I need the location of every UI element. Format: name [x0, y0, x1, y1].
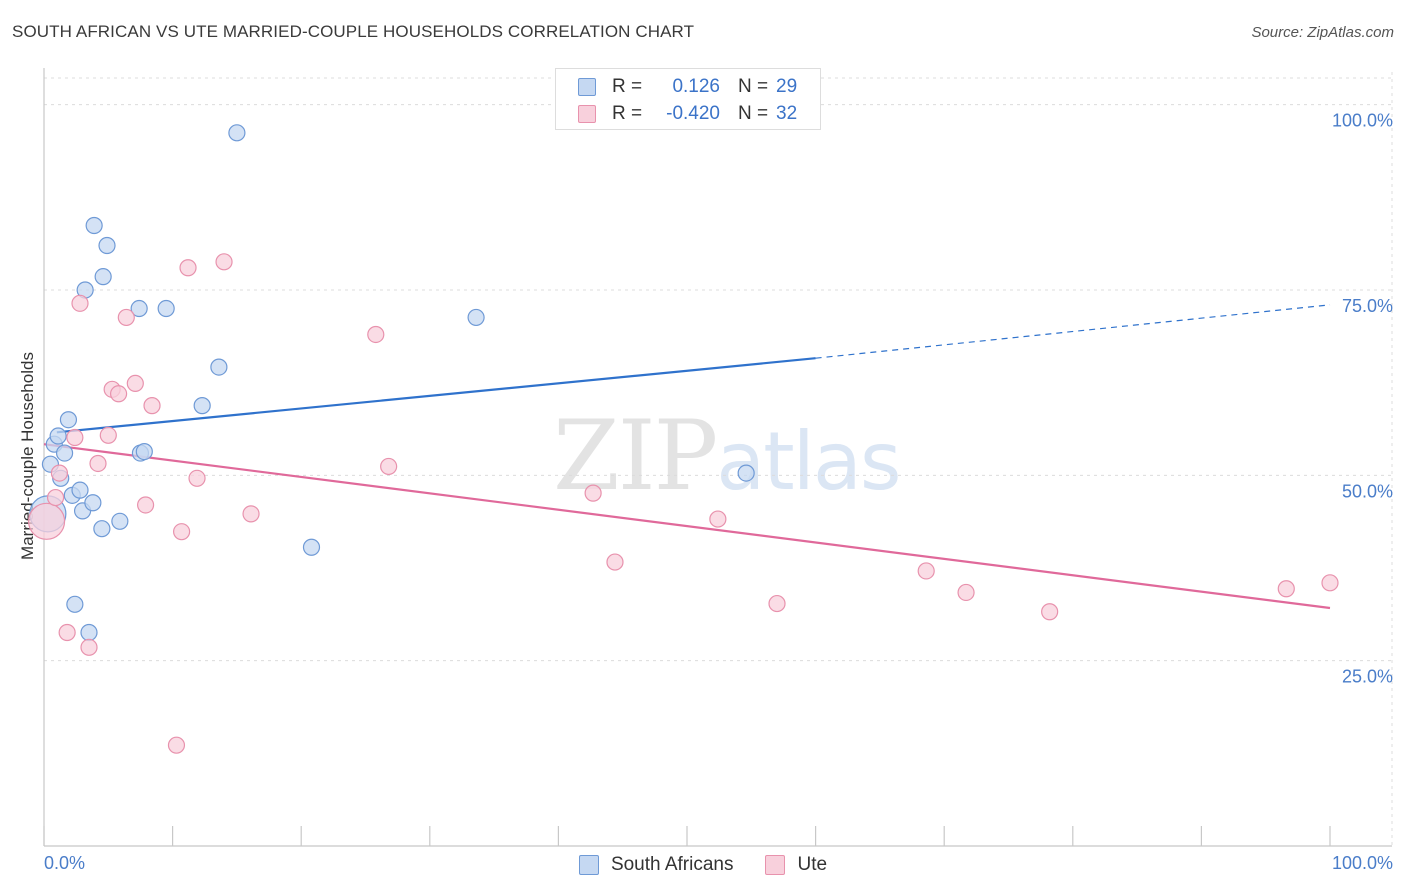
- data-point-south-africans: [49, 427, 67, 445]
- data-point-south-africans: [80, 623, 98, 642]
- data-point-ute: [188, 469, 206, 487]
- series-legend: South Africans Ute: [0, 852, 1406, 878]
- legend-n-value: 32: [776, 103, 798, 124]
- data-point-ute: [46, 488, 65, 507]
- legend-item-ute[interactable]: Ute: [765, 854, 827, 876]
- watermark-atlas: atlas: [716, 415, 901, 508]
- data-point-south-africans: [467, 308, 485, 327]
- data-point-ute: [58, 623, 76, 642]
- data-point-south-africans: [98, 236, 116, 255]
- x-tick-label: 0.0%: [44, 853, 85, 873]
- data-point-ute: [242, 505, 260, 523]
- legend-swatch-pink: [578, 105, 596, 123]
- legend-n-label: N =: [738, 103, 769, 124]
- data-point-ute: [917, 562, 935, 580]
- data-point-south-africans: [157, 299, 175, 318]
- data-point-ute: [1321, 574, 1339, 592]
- legend-label-ute: Ute: [797, 854, 828, 875]
- trend-line-south-africans: [56, 357, 816, 434]
- legend-n-label: N =: [738, 76, 769, 97]
- legend-row-ute: R = -0.420 N = 32: [556, 101, 797, 127]
- chart-title: SOUTH AFRICAN VS UTE MARRIED-COUPLE HOUS…: [12, 22, 695, 41]
- data-point-ute: [380, 457, 398, 476]
- legend-item-south-africans[interactable]: South Africans: [578, 854, 734, 876]
- data-point-south-africans: [59, 411, 78, 429]
- x-tick-label: 100.0%: [1332, 853, 1393, 873]
- legend-label-south-africans: South Africans: [610, 854, 734, 875]
- data-point-ute: [957, 583, 975, 602]
- data-point-ute: [709, 510, 727, 528]
- y-tick-label: 100.0%: [1332, 111, 1393, 131]
- data-point-south-africans: [55, 444, 74, 462]
- data-point-ute: [606, 553, 624, 571]
- data-point-ute: [143, 397, 161, 415]
- trend-line-south-africans-extension: [815, 304, 1331, 359]
- watermark: ZIPatlas: [553, 400, 902, 512]
- trend-lines: [43, 304, 1331, 610]
- data-point-ute: [50, 464, 69, 482]
- legend-swatch-blue: [578, 78, 596, 96]
- legend-swatch-pink: [765, 855, 786, 875]
- data-point-south-africans: [193, 397, 211, 415]
- legend-r-label: R =: [612, 103, 643, 124]
- data-point-south-africans: [111, 512, 129, 530]
- trend-line-ute: [43, 443, 1331, 610]
- legend-r-value: 0.126: [672, 76, 720, 97]
- gridlines: [44, 72, 1393, 846]
- data-point-ute: [215, 253, 233, 271]
- data-point-south-africans: [737, 464, 755, 482]
- data-point-ute: [367, 325, 385, 344]
- tick-labels: 25.0% 50.0% 75.0% 100.0% 0.0% 100.0%: [44, 111, 1393, 873]
- watermark-zip: ZIP: [553, 400, 718, 512]
- data-point-south-africans: [71, 481, 89, 499]
- data-point-south-africans: [94, 268, 112, 286]
- data-point-ute: [173, 523, 191, 541]
- data-point-ute: [80, 638, 98, 656]
- legend-r-label: R =: [612, 76, 643, 97]
- data-point-ute: [99, 426, 117, 444]
- y-tick-label: 25.0%: [1342, 667, 1393, 687]
- data-point-south-africans: [130, 299, 148, 318]
- chart-source: Source: ZipAtlas.com: [1251, 24, 1394, 41]
- correlation-legend: R = 0.126 N = 29 R = -0.420 N = 32: [555, 68, 821, 130]
- data-point-south-africans: [85, 216, 103, 235]
- data-point-ute: [768, 594, 786, 613]
- data-point-south-africans: [93, 520, 111, 538]
- legend-r-value: -0.420: [666, 103, 720, 124]
- data-point-ute: [1277, 580, 1295, 598]
- data-point-ute: [126, 374, 144, 392]
- data-point-ute: [117, 308, 135, 327]
- data-point-ute: [179, 259, 197, 277]
- legend-swatch-blue: [578, 855, 599, 875]
- data-point-ute: [167, 736, 186, 754]
- data-points: [27, 124, 1339, 754]
- legend-row-south-africans: R = 0.126 N = 29: [556, 74, 797, 100]
- data-point-south-africans: [210, 358, 228, 376]
- data-point-south-africans: [302, 538, 321, 556]
- data-point-ute: [584, 484, 602, 502]
- y-tick-label: 75.0%: [1342, 296, 1393, 316]
- data-point-ute: [109, 385, 128, 403]
- data-point-ute: [27, 502, 66, 540]
- legend-n-value: 29: [776, 76, 798, 97]
- data-point-ute: [1041, 603, 1059, 621]
- data-point-ute: [71, 294, 89, 312]
- data-point-south-africans: [135, 443, 153, 461]
- data-point-ute: [136, 496, 155, 514]
- y-tick-label: 50.0%: [1342, 481, 1393, 501]
- data-point-ute: [66, 428, 84, 447]
- data-point-south-africans: [84, 494, 102, 512]
- axes: [43, 68, 1392, 847]
- data-point-ute: [89, 454, 107, 473]
- data-point-south-africans: [66, 595, 84, 613]
- data-point-south-africans: [228, 124, 246, 142]
